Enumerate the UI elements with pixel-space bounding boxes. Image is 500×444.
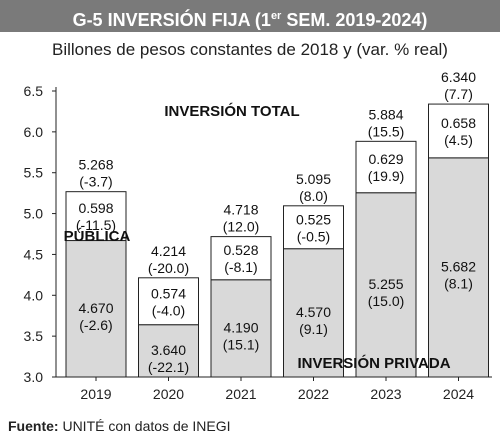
y-tick-label: 6.5 <box>24 83 44 99</box>
x-tick-label: 2021 <box>225 386 256 402</box>
publica-value-label: 0.658 <box>441 115 476 131</box>
total-var-label: (7.7) <box>444 86 473 102</box>
total-var-label: (15.5) <box>368 123 405 139</box>
privada-var-label: (8.1) <box>444 275 473 291</box>
publica-var-label: (-0.5) <box>297 228 330 244</box>
privada-value-label: 4.670 <box>78 300 113 316</box>
publica-var-label: (-8.1) <box>224 259 257 275</box>
bar-publica <box>283 205 344 250</box>
privada-var-label: (-22.1) <box>148 359 189 375</box>
privada-value-label: 4.190 <box>223 319 258 335</box>
bar-privada <box>428 157 489 378</box>
chart-title: G-5 INVERSIÓN FIJA (1er SEM. 2019-2024) <box>0 0 500 32</box>
annotation-publica: PÚBLICA <box>64 227 131 245</box>
publica-var-label: (-4.0) <box>152 302 185 318</box>
x-tick-label: 2023 <box>370 386 401 402</box>
total-var-label: (8.0) <box>299 188 328 204</box>
y-tick-label: 6.0 <box>24 124 44 140</box>
total-value-label: 5.268 <box>78 157 113 173</box>
publica-value-label: 0.528 <box>223 242 258 258</box>
annotation-inversion-privada: INVERSIÓN PRIVADA <box>297 354 450 372</box>
total-value-label: 4.718 <box>223 202 258 218</box>
bar-privada <box>355 192 417 378</box>
title-main: G-5 INVERSIÓN FIJA (1 <box>72 10 271 30</box>
source-text: UNITÉ con datos de INEGI <box>58 418 231 434</box>
source-note: Fuente: UNITÉ con datos de INEGI <box>8 418 231 434</box>
publica-value-label: 0.598 <box>78 200 113 216</box>
chart-subtitle: Billones de pesos constantes de 2018 y (… <box>52 40 448 59</box>
privada-value-label: 5.682 <box>441 258 476 274</box>
bar-publica <box>428 103 489 159</box>
y-tick-label: 3.0 <box>24 369 44 385</box>
privada-value-label: 5.255 <box>368 276 403 292</box>
title-tail: SEM. 2019-2024) <box>281 10 428 30</box>
publica-var-label: (-11.5) <box>76 217 116 233</box>
bar-privada <box>283 248 344 378</box>
total-value-label: 5.884 <box>368 106 403 122</box>
title-superscript: er <box>270 10 282 22</box>
total-var-label: (-3.7) <box>79 174 112 190</box>
privada-value-label: 4.570 <box>296 304 331 320</box>
y-tick-label: 3.5 <box>24 328 44 344</box>
publica-value-label: 0.629 <box>368 151 403 167</box>
x-tick-label: 2022 <box>298 386 329 402</box>
privada-value-label: 3.640 <box>151 342 186 358</box>
publica-value-label: 0.525 <box>296 211 331 227</box>
bar-publica <box>138 277 199 326</box>
bar-publica <box>65 191 127 242</box>
y-tick-label: 4.0 <box>24 287 44 303</box>
source-label: Fuente: <box>8 418 59 434</box>
y-tick-label: 5.5 <box>24 165 44 181</box>
x-tick-label: 2019 <box>80 386 111 402</box>
bar-privada <box>65 240 127 378</box>
total-var-label: (-20.0) <box>148 260 189 276</box>
privada-var-label: (9.1) <box>299 321 328 337</box>
bar-publica <box>355 140 417 194</box>
publica-var-label: (4.5) <box>444 132 473 148</box>
x-tick-label: 2020 <box>153 386 184 402</box>
privada-var-label: (15.1) <box>223 336 260 352</box>
y-tick-label: 5.0 <box>24 206 44 222</box>
total-value-label: 6.340 <box>441 69 476 85</box>
privada-var-label: (15.0) <box>368 293 405 309</box>
x-tick-label: 2024 <box>443 386 474 402</box>
bar-publica <box>210 236 272 281</box>
privada-var-label: (-2.6) <box>79 317 112 333</box>
total-value-label: 4.214 <box>151 243 186 259</box>
total-value-label: 5.095 <box>296 171 331 187</box>
y-tick-label: 4.5 <box>24 246 44 262</box>
publica-value-label: 0.574 <box>151 285 186 301</box>
total-var-label: (12.0) <box>223 219 260 235</box>
publica-var-label: (19.9) <box>368 168 405 184</box>
annotation-inversion-total: INVERSIÓN TOTAL <box>164 102 299 120</box>
bar-privada <box>210 279 272 378</box>
